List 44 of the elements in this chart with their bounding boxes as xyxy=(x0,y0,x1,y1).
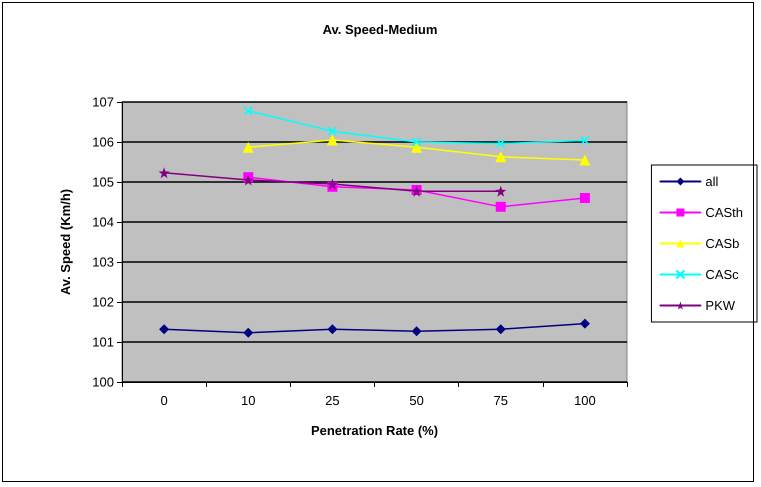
y-tick-label: 106 xyxy=(92,134,114,150)
point xyxy=(243,328,254,338)
point xyxy=(412,137,422,147)
point xyxy=(496,202,506,212)
x-tick-label: 0 xyxy=(160,393,168,408)
point xyxy=(328,126,338,136)
point xyxy=(159,324,170,334)
legend-label: all xyxy=(705,174,719,189)
legend-label: PKW xyxy=(705,298,736,313)
point xyxy=(495,186,506,197)
point xyxy=(580,193,590,203)
point xyxy=(158,167,170,178)
legend-label: CASb xyxy=(705,236,740,251)
y-tick-label: 105 xyxy=(92,174,114,190)
point xyxy=(326,178,338,190)
x-axis-title: Penetration Rate (%) xyxy=(310,423,438,438)
x-tick-label: 75 xyxy=(494,393,508,408)
point xyxy=(579,154,590,166)
point xyxy=(411,142,422,153)
y-tick-label: 102 xyxy=(92,294,114,310)
point xyxy=(496,138,506,148)
point xyxy=(496,324,506,334)
y-tick-label: 107 xyxy=(92,94,114,110)
point xyxy=(412,326,422,336)
y-axis-title: Av. Speed (Km/h) xyxy=(58,188,73,296)
point xyxy=(495,151,506,162)
legend-label: CASc xyxy=(705,267,740,282)
y-tick-label: 103 xyxy=(92,254,114,270)
chart-title: Av. Speed-Medium xyxy=(322,22,438,37)
x-tick-label: 50 xyxy=(409,393,424,408)
x-tick-label: 10 xyxy=(241,393,256,408)
legend-label: CASth xyxy=(705,205,744,220)
point xyxy=(580,318,590,329)
point xyxy=(326,134,338,146)
y-tick-label: 104 xyxy=(92,214,114,230)
point xyxy=(242,142,254,153)
point xyxy=(580,136,590,146)
point xyxy=(243,106,254,116)
x-tick-label: 25 xyxy=(325,393,340,408)
y-tick-label: 101 xyxy=(92,334,114,350)
y-tick-label: 100 xyxy=(92,374,114,390)
point xyxy=(242,174,254,186)
x-tick-label: 100 xyxy=(574,393,596,408)
point xyxy=(327,324,338,334)
